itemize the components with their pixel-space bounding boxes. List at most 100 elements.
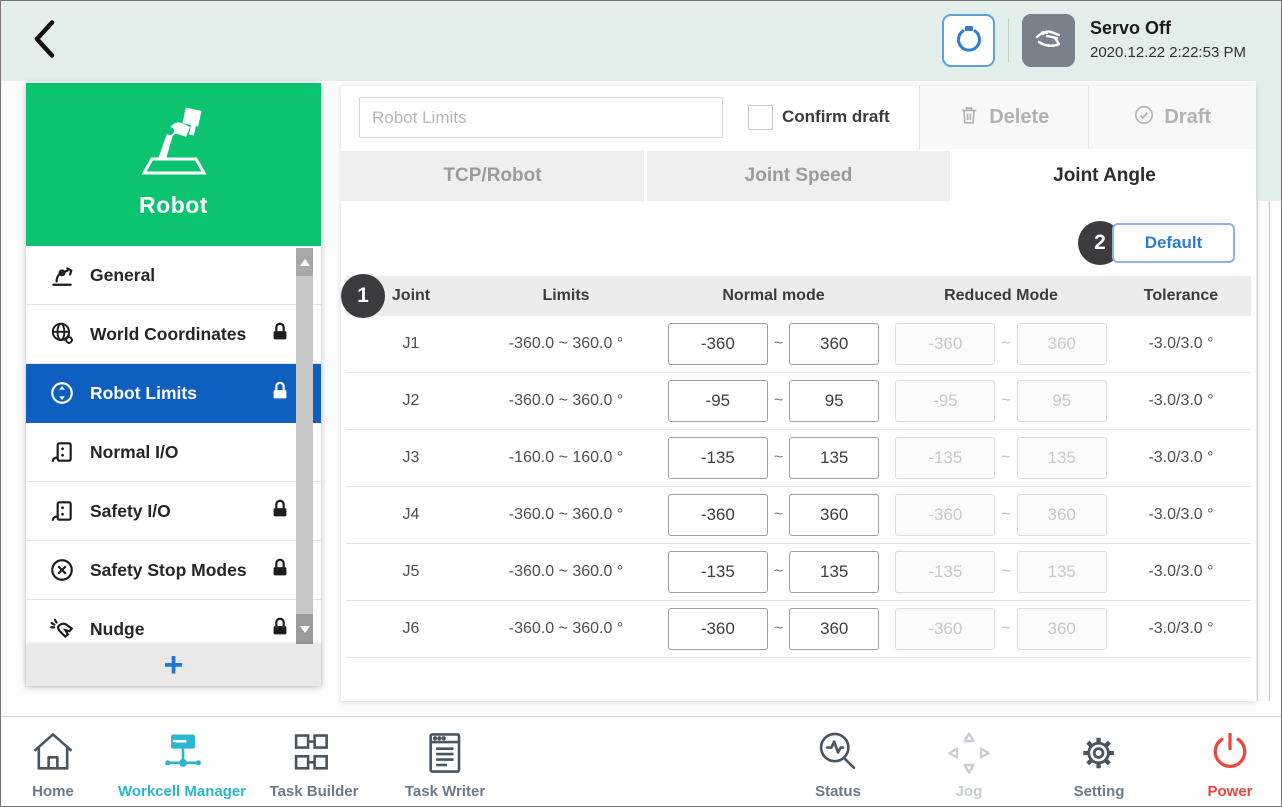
nav-workcell-manager[interactable]: Workcell Manager [118, 725, 246, 800]
confirm-draft-checkbox[interactable] [748, 105, 773, 130]
sidebar-item-robot-limits[interactable]: Robot Limits [26, 364, 321, 423]
add-workcell-item-button[interactable]: + [26, 644, 321, 686]
scroll-up-button[interactable] [296, 248, 313, 276]
reduced-max-input [1016, 323, 1107, 365]
normal-mode-range: ~ [656, 323, 891, 365]
joint-name: J3 [402, 449, 420, 466]
reduced-min-input [895, 323, 996, 365]
item-name-input[interactable] [359, 97, 723, 138]
column-joint: Joint [391, 287, 431, 304]
reduced-min-input [895, 608, 996, 650]
normal-min-input[interactable] [667, 494, 768, 536]
nav-status[interactable]: Status [814, 725, 862, 800]
io-icon [48, 439, 76, 465]
reduced-max-input [1016, 494, 1107, 536]
nav-task-writer[interactable]: Task Writer [405, 725, 485, 800]
reduced-max-input [1016, 437, 1107, 479]
content-scrollbar[interactable] [1257, 201, 1270, 701]
reduced-max-input [1016, 380, 1107, 422]
topbar-divider [1008, 19, 1009, 62]
world-coordinates-icon [48, 321, 76, 347]
robot-limits-panel: Confirm draft Delete [341, 86, 1256, 701]
lock-icon [269, 498, 291, 525]
reduced-max-input [1016, 608, 1107, 650]
reduced-mode-range: ~ [891, 380, 1111, 422]
normal-min-input[interactable] [667, 437, 768, 479]
nav-power[interactable]: Power [1206, 725, 1254, 800]
column-tolerance: Tolerance [1143, 287, 1219, 304]
scroll-down-button[interactable] [296, 614, 313, 644]
servo-status-text: Servo Off [1090, 18, 1172, 38]
sidebar-item-world-coordinates[interactable]: World Coordinates [26, 305, 321, 364]
normal-max-input[interactable] [789, 494, 880, 536]
plus-icon: + [163, 646, 184, 684]
normal-max-input[interactable] [789, 608, 880, 650]
lock-icon [269, 557, 291, 584]
joint-limits: -360.0 ~ 360.0 ° [508, 620, 624, 637]
sidebar-item-general[interactable]: General [26, 246, 321, 305]
default-button[interactable]: Default [1112, 223, 1235, 263]
general-robot-icon [48, 262, 76, 288]
sidebar-item-nudge[interactable]: Nudge [26, 600, 321, 644]
tab-joint-angle[interactable]: Joint Angle [953, 151, 1256, 201]
joint-name: J1 [402, 335, 420, 352]
reduced-mode-range: ~ [891, 551, 1111, 593]
status-icon [814, 725, 862, 781]
normal-max-input[interactable] [789, 551, 880, 593]
gripper-tool-button[interactable] [942, 14, 995, 67]
sidebar-item-normal-io[interactable]: Normal I/O [26, 423, 321, 482]
joint-table-body: J1 -360.0 ~ 360.0 ° ~ ~ -3.0/3.0 ° [346, 316, 1251, 658]
joint-tolerance: -3.0/3.0 ° [1148, 506, 1214, 523]
joint-tolerance: -3.0/3.0 ° [1148, 335, 1214, 352]
joint-table-row: J2 -360.0 ~ 360.0 ° ~ ~ -3.0/3.0 ° [346, 373, 1251, 430]
normal-min-input[interactable] [667, 551, 768, 593]
sidebar-item-safety-io[interactable]: Safety I/O [26, 482, 321, 541]
normal-min-input[interactable] [667, 608, 768, 650]
normal-mode-range: ~ [656, 494, 891, 536]
sidebar-robot-header: Robot [26, 83, 321, 246]
nav-setting[interactable]: Setting [1074, 725, 1124, 800]
tab-tcp-robot[interactable]: TCP/Robot [341, 151, 644, 201]
joint-table-row: J5 -360.0 ~ 360.0 ° ~ ~ -3.0/3.0 ° [346, 544, 1251, 601]
normal-max-input[interactable] [789, 380, 880, 422]
nav-jog[interactable]: Jog [945, 725, 993, 800]
joint-tolerance: -3.0/3.0 ° [1148, 620, 1214, 637]
reduced-mode-range: ~ [891, 437, 1111, 479]
jog-dpad-icon [945, 725, 993, 781]
hand-guide-button[interactable] [1022, 14, 1075, 67]
joint-tolerance: -3.0/3.0 ° [1148, 563, 1214, 580]
panel-header: Confirm draft Delete [341, 86, 1256, 149]
normal-max-input[interactable] [789, 437, 880, 479]
robot-limits-icon [48, 380, 76, 406]
joint-tolerance: -3.0/3.0 ° [1148, 392, 1214, 409]
normal-mode-range: ~ [656, 437, 891, 479]
nav-task-builder[interactable]: Task Builder [270, 725, 358, 800]
joint-name: J4 [402, 506, 420, 523]
draft-button[interactable]: Draft [1087, 86, 1257, 149]
joint-limits: -360.0 ~ 360.0 ° [508, 392, 624, 409]
nav-home[interactable]: Home [29, 725, 77, 800]
joint-tolerance: -3.0/3.0 ° [1148, 449, 1214, 466]
delete-button[interactable]: Delete [919, 86, 1088, 149]
joint-table-row: J4 -360.0 ~ 360.0 ° ~ ~ -3.0/3.0 ° [346, 487, 1251, 544]
back-button[interactable] [23, 15, 69, 65]
confirm-draft-label: Confirm draft [782, 107, 890, 126]
reduced-min-input [895, 437, 996, 479]
sidebar-scrollbar[interactable] [296, 248, 313, 644]
power-icon [1206, 725, 1254, 781]
reduced-mode-range: ~ [891, 608, 1111, 650]
reduced-min-input [895, 551, 996, 593]
normal-min-input[interactable] [667, 323, 768, 365]
sidebar-item-safety-stop-modes[interactable]: Safety Stop Modes [26, 541, 321, 600]
scroll-up-icon [299, 258, 310, 266]
normal-max-input[interactable] [789, 323, 880, 365]
column-limits: Limits [542, 287, 590, 304]
joint-limits: -360.0 ~ 360.0 ° [508, 506, 624, 523]
io-icon [48, 498, 76, 524]
callout-badge-1: 1 [341, 274, 385, 318]
tab-joint-speed[interactable]: Joint Speed [647, 151, 950, 201]
lock-icon [269, 616, 291, 643]
normal-min-input[interactable] [667, 380, 768, 422]
joint-name: J5 [402, 563, 420, 580]
